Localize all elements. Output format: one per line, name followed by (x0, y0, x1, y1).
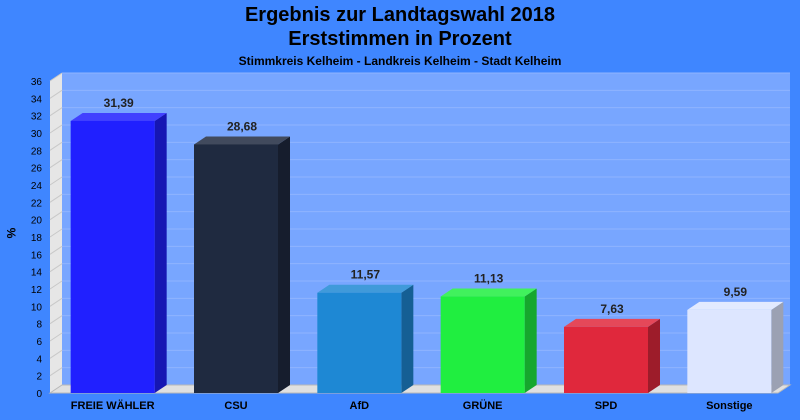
bar-value-label: 7,63 (600, 302, 624, 316)
y-tick-label: 22 (31, 198, 43, 209)
y-tick-label: 10 (31, 302, 43, 313)
bar-value-label: 31,39 (104, 96, 134, 110)
gridline-side (49, 107, 63, 117)
bar-value-label: 9,59 (724, 285, 748, 299)
y-tick-label: 28 (31, 146, 43, 157)
bar-value-label: 11,13 (474, 272, 504, 286)
bar: 11,13 (440, 272, 537, 393)
gridline-side (49, 159, 63, 169)
x-tick-label: CSU (224, 400, 247, 412)
bar: 31,39 (70, 96, 167, 393)
gridline-side (49, 245, 63, 255)
y-tick-label: 6 (36, 337, 42, 348)
y-tick-label: 20 (31, 216, 43, 227)
x-tick-label: SPD (595, 400, 618, 412)
x-tick-label: AfD (350, 400, 370, 412)
y-tick-label: 26 (31, 164, 43, 175)
bar-top (194, 136, 290, 145)
bar-top (687, 301, 784, 310)
y-tick-label: 30 (31, 129, 43, 140)
y-tick-label: 18 (31, 233, 43, 244)
gridline-side (49, 280, 63, 290)
bar-side (401, 284, 414, 393)
bar-front (440, 296, 525, 393)
bar-side (524, 288, 537, 393)
bar: 28,68 (194, 119, 290, 393)
bar-front (687, 309, 772, 393)
bar-front (317, 292, 402, 393)
gridline-side (49, 176, 63, 186)
gridline-side (49, 332, 63, 342)
bar-side (648, 318, 660, 393)
y-tick-label: 12 (31, 285, 43, 296)
gridline-side (49, 124, 63, 134)
gridline-side (49, 211, 63, 221)
y-tick-label: 32 (31, 112, 43, 123)
gridline-side (49, 263, 63, 273)
x-tick-label: Sonstige (706, 400, 752, 412)
chart-subtitle: Erststimmen in Prozent (288, 28, 512, 50)
y-tick-label: 34 (31, 94, 43, 105)
bar-top (440, 288, 537, 297)
gridline-side (49, 141, 63, 151)
bar-front (194, 144, 278, 393)
gridline-side (49, 349, 63, 359)
gridline-side (49, 89, 63, 99)
bar-top (317, 284, 414, 293)
bar-front (70, 120, 155, 393)
gridline-side (49, 297, 63, 307)
gridline-side (49, 72, 63, 82)
gridline-side (49, 228, 63, 238)
bar-value-label: 28,68 (227, 119, 257, 133)
bar-top (564, 318, 660, 327)
y-tick-label: 36 (31, 77, 43, 88)
gridline-side (49, 367, 63, 377)
bar-front (564, 326, 648, 393)
bar-side (278, 136, 290, 393)
bar-value-label: 11,57 (351, 268, 381, 282)
bar-side (154, 112, 167, 393)
bar: 9,59 (687, 285, 784, 393)
y-tick-label: 0 (36, 389, 42, 400)
gridline-side (49, 315, 63, 325)
y-tick-label: 14 (31, 268, 43, 279)
x-tick-label: FREIE WÄHLER (71, 399, 155, 412)
gridline-side (49, 193, 63, 203)
y-tick-label: 24 (31, 181, 43, 192)
chart-title: Ergebnis zur Landtagswahl 2018 (244, 4, 556, 26)
x-tick-label: GRÜNE (463, 399, 503, 412)
bar: 11,57 (317, 268, 414, 393)
y-tick-label: 16 (31, 250, 43, 261)
y-tick-label: 4 (36, 354, 42, 365)
chart-caption: Stimmkreis Kelheim - Landkreis Kelheim -… (238, 54, 562, 68)
y-tick-label: 8 (36, 320, 42, 331)
y-tick-label: 2 (36, 372, 42, 383)
bar: 7,63 (564, 302, 660, 393)
bar-side (771, 301, 784, 393)
bar-top (70, 112, 167, 121)
